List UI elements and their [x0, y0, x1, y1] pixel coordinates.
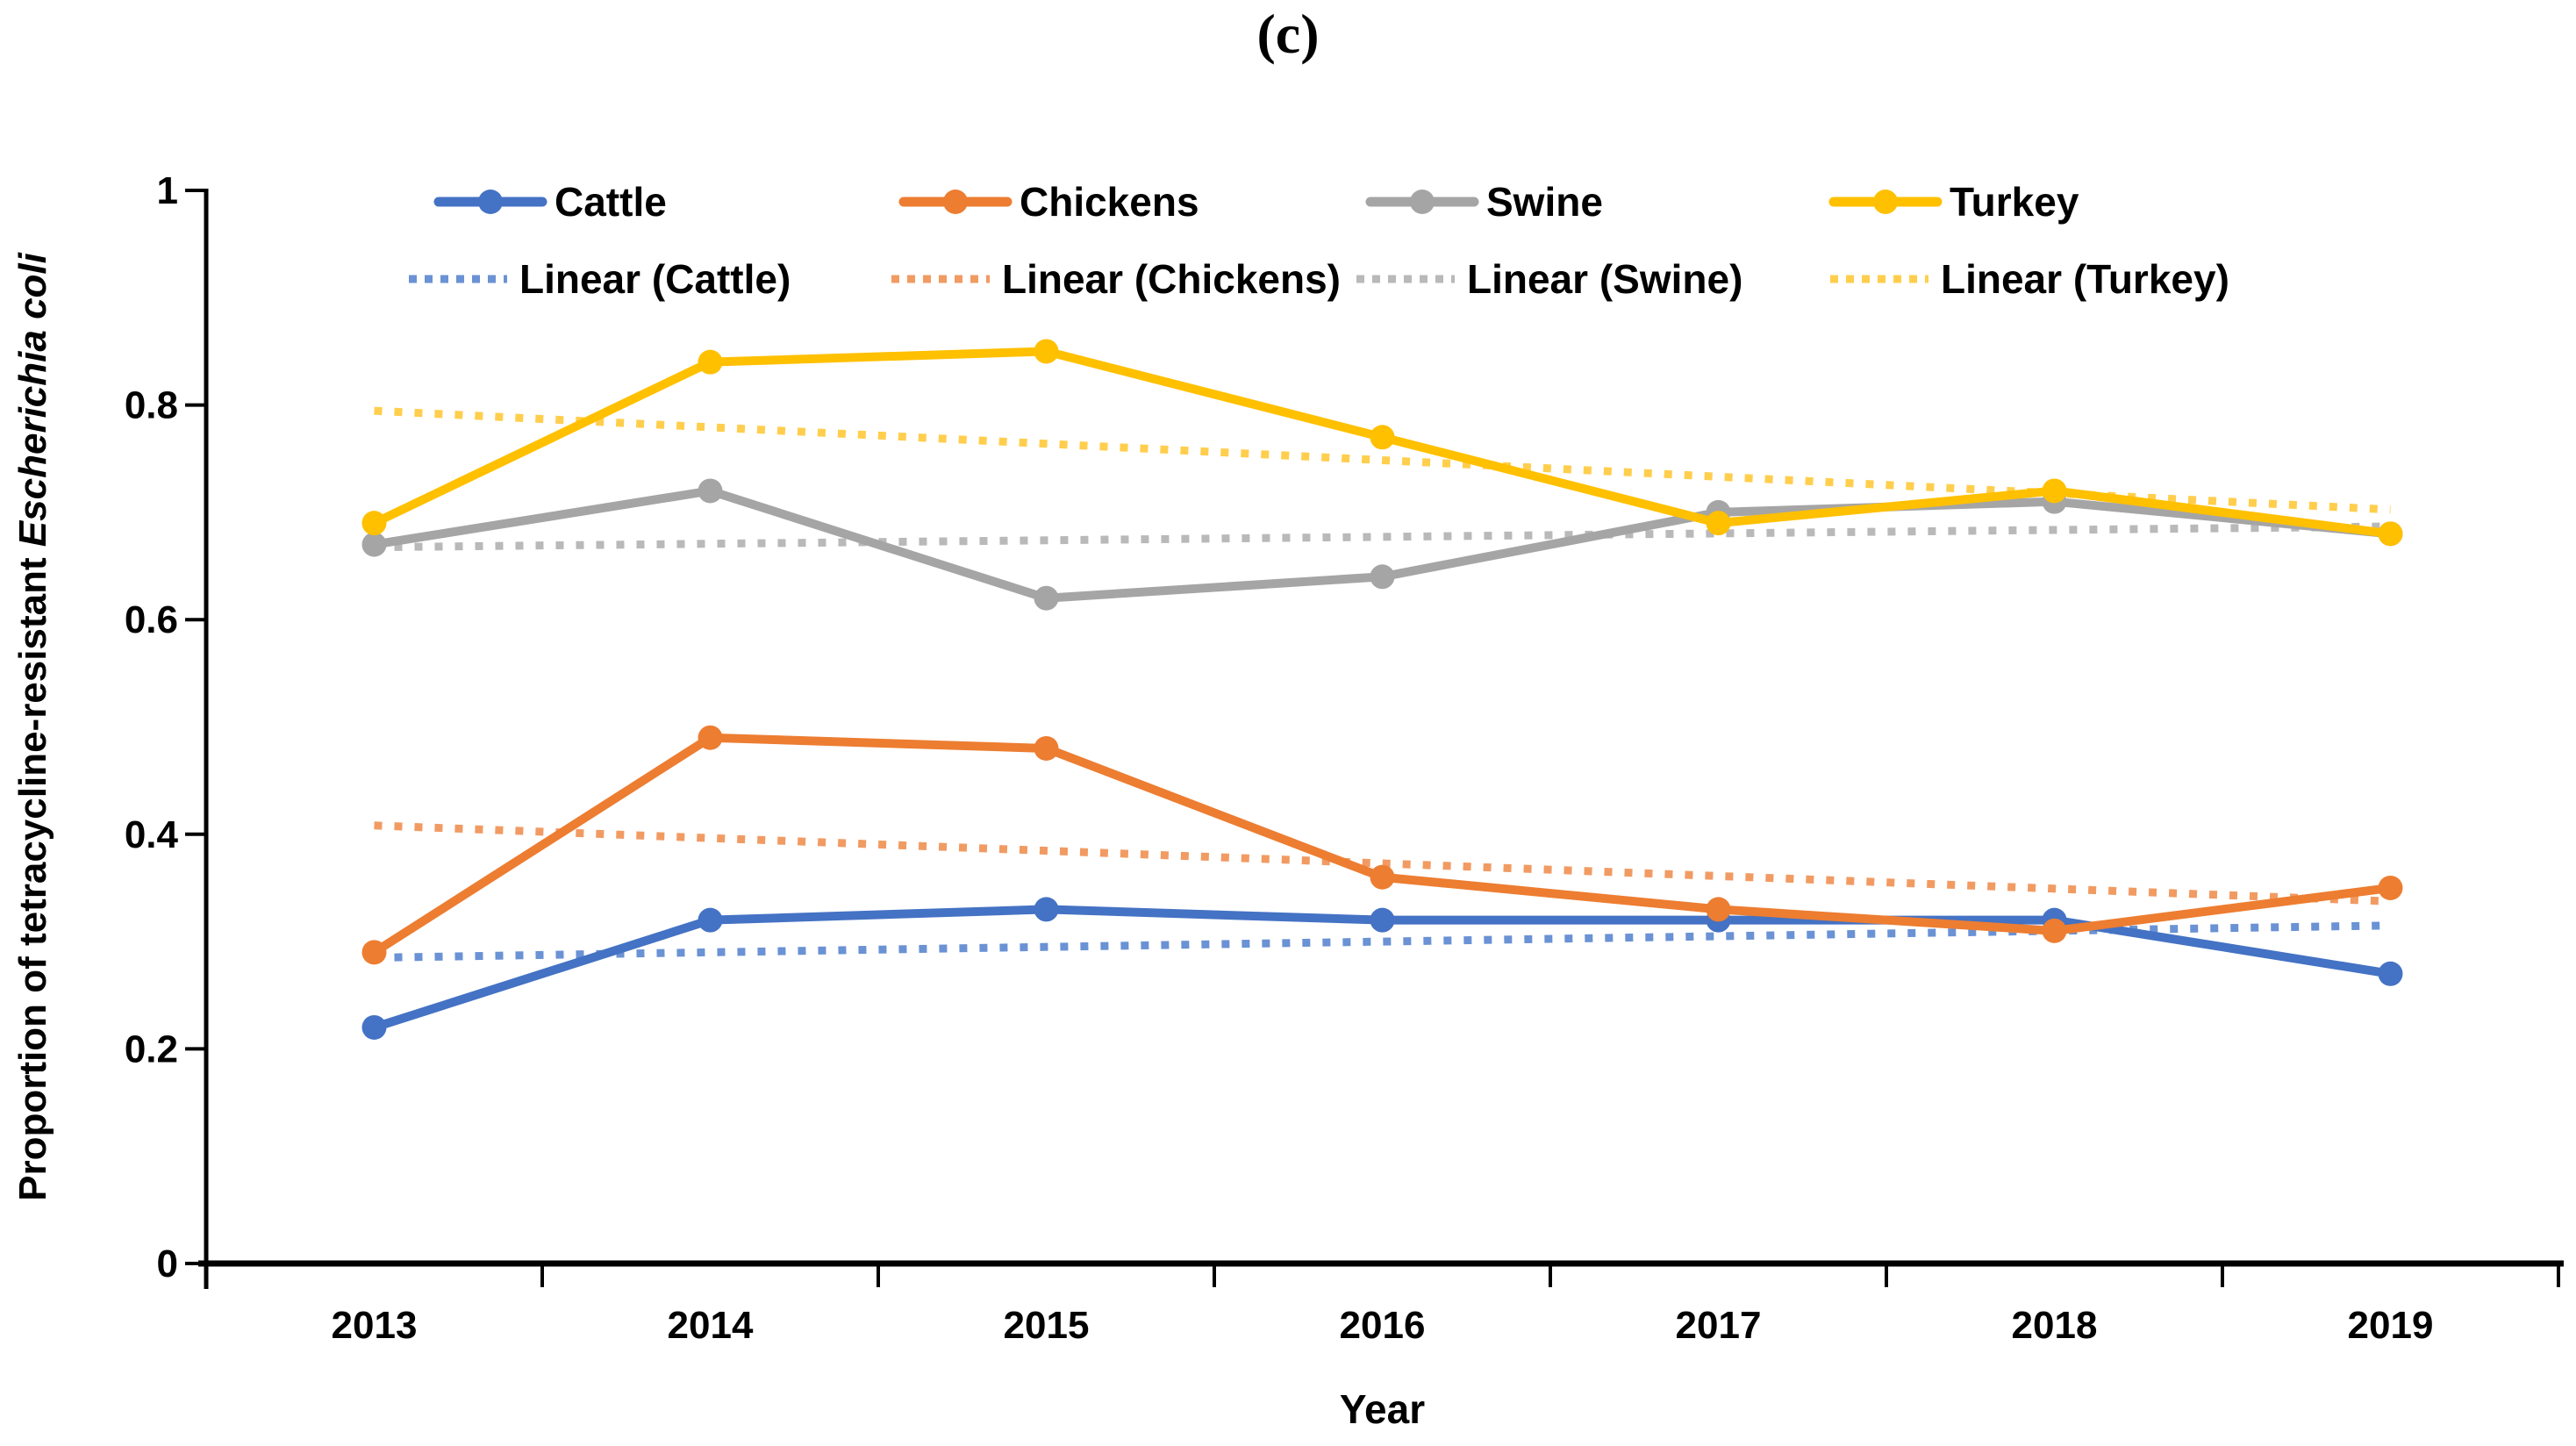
- series-turkey: [361, 339, 2403, 547]
- data-point-turkey-2013: [361, 511, 387, 536]
- y-tick-label: 0.4: [125, 813, 179, 856]
- legend-label: Linear (Swine): [1467, 256, 1742, 302]
- data-point-swine-2016: [1370, 564, 1395, 590]
- y-tick-label: 1: [157, 169, 178, 212]
- y-tick-label: 0.2: [125, 1027, 178, 1070]
- x-tick-label: 2014: [668, 1304, 754, 1347]
- data-point-chickens-2018: [2042, 918, 2067, 943]
- data-point-chickens-2014: [698, 725, 723, 750]
- x-tick-label: 2015: [1004, 1304, 1090, 1347]
- data-point-chickens-2015: [1034, 735, 1059, 761]
- legend-label: Turkey: [1950, 179, 2079, 225]
- x-axis-title: Year: [1340, 1386, 1425, 1432]
- data-point-swine-2014: [698, 478, 723, 504]
- data-point-chickens-2016: [1370, 864, 1395, 890]
- data-point-chickens-2019: [2378, 875, 2403, 900]
- legend-item-chickens: Chickens: [898, 179, 1199, 225]
- y-tick-label: 0: [157, 1242, 178, 1285]
- data-point-turkey-2018: [2042, 478, 2067, 504]
- data-point-turkey-2014: [698, 349, 723, 375]
- legend-item-linear-cattle: Linear (Cattle): [409, 256, 791, 302]
- data-point-turkey-2017: [1706, 511, 1731, 536]
- data-point-cattle-2014: [698, 907, 723, 933]
- legend-label: Swine: [1486, 179, 1603, 225]
- legend-marker: [1873, 190, 1898, 214]
- legend-label: Linear (Turkey): [1941, 256, 2229, 302]
- legend-item-linear-turkey: Linear (Turkey): [1830, 256, 2229, 302]
- y-tick-label: 0.8: [125, 384, 178, 427]
- legend-label: Linear (Cattle): [519, 256, 791, 302]
- legend-item-cattle: Cattle: [433, 179, 667, 225]
- legend-item-linear-chickens: Linear (Chickens): [891, 256, 1341, 302]
- x-tick-label: 2017: [1676, 1304, 1762, 1347]
- legend-label: Chickens: [1020, 179, 1199, 225]
- trendline-chickens: [374, 821, 2391, 906]
- data-point-chickens-2017: [1706, 897, 1731, 922]
- series-cattle: [361, 897, 2403, 1040]
- x-tick-label: 2013: [332, 1304, 418, 1347]
- legend-marker: [478, 190, 503, 214]
- x-tick-label: 2016: [1340, 1304, 1426, 1347]
- data-point-swine-2013: [361, 532, 387, 557]
- legend-label: Cattle: [555, 179, 667, 225]
- data-point-chickens-2013: [361, 940, 387, 965]
- y-tick-label: 0.6: [125, 598, 178, 641]
- figure-panel-label: (c): [1256, 3, 1320, 65]
- series-chickens: [361, 725, 2403, 965]
- legend-item-swine: Swine: [1365, 179, 1603, 225]
- data-point-turkey-2016: [1370, 425, 1395, 450]
- legend-marker: [1410, 190, 1435, 214]
- y-axis-title: Proportion of tetracycline-resistant Esc…: [11, 252, 54, 1201]
- legend-label: Linear (Chickens): [1002, 256, 1341, 302]
- data-point-swine-2015: [1034, 585, 1059, 611]
- data-point-cattle-2015: [1034, 897, 1059, 922]
- data-point-cattle-2019: [2378, 961, 2403, 986]
- legend-marker: [943, 190, 968, 214]
- legend-item-turkey: Turkey: [1828, 179, 2079, 225]
- x-tick-label: 2019: [2348, 1304, 2434, 1347]
- legend-item-linear-swine: Linear (Swine): [1356, 256, 1742, 302]
- data-point-turkey-2019: [2378, 521, 2403, 547]
- x-tick-label: 2018: [2012, 1304, 2098, 1347]
- data-point-turkey-2015: [1034, 339, 1059, 364]
- data-point-cattle-2016: [1370, 907, 1395, 933]
- data-point-cattle-2013: [361, 1014, 387, 1040]
- trendline-swine: [374, 522, 2391, 552]
